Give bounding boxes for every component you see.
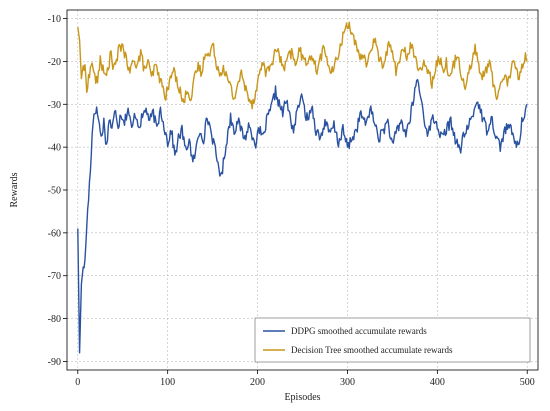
legend-label-decision-tree: Decision Tree smoothed accumulate reward… (291, 345, 453, 355)
x-tick-label: 300 (340, 377, 355, 388)
y-tick-label: -20 (48, 57, 61, 68)
y-tick-label: -10 (48, 14, 61, 25)
y-tick-label: -90 (48, 357, 61, 368)
y-tick-label: -40 (48, 143, 61, 154)
y-axis-label: Rewards (9, 172, 20, 207)
y-tick-label: -80 (48, 314, 61, 325)
legend-box (254, 317, 531, 363)
x-axis-label: Episodes (284, 392, 320, 403)
y-tick-label: -60 (48, 228, 61, 239)
axis-ticks: 0 100 200 300 400 500 -90 -80 -70 -60 -50 -40 -30 -20… (48, 14, 535, 388)
y-tick-label: -70 (48, 271, 61, 282)
legend: DDPG smoothed accumulate rewards Decisio… (254, 317, 531, 363)
x-tick-label: 100 (160, 377, 175, 388)
x-tick-label: 200 (250, 377, 265, 388)
series-line-1 (77, 21, 528, 110)
x-tick-label: 0 (75, 377, 80, 388)
y-tick-label: -30 (48, 100, 61, 111)
series-lines (77, 21, 528, 354)
x-tick-label: 500 (520, 377, 535, 388)
x-tick-label: 400 (430, 377, 445, 388)
series-line-0 (77, 78, 528, 354)
legend-label-ddpg: DDPG smoothed accumulate rewards (291, 326, 427, 336)
y-tick-label: -50 (48, 186, 61, 197)
